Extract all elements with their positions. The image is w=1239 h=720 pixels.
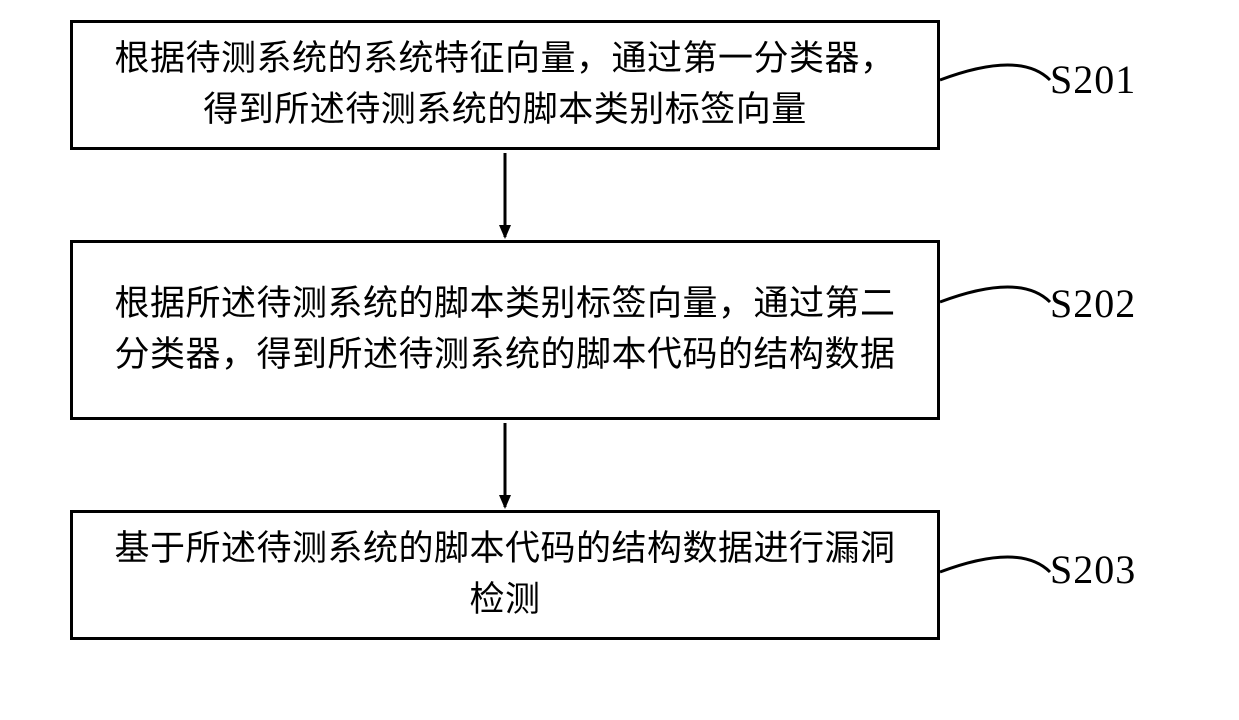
flow-node-s201: 根据待测系统的系统特征向量，通过第一分类器，得到所述待测系统的脚本类别标签向量 [70,20,940,150]
flow-node-s203: 基于所述待测系统的脚本代码的结构数据进行漏洞检测 [70,510,940,640]
connector-s203 [940,557,1050,572]
flow-node-s202: 根据所述待测系统的脚本类别标签向量，通过第二分类器，得到所述待测系统的脚本代码的… [70,240,940,420]
flow-label-s202: S202 [1050,280,1136,327]
flow-label-s201: S201 [1050,56,1136,103]
connector-s201 [940,65,1050,80]
flow-label-s203: S203 [1050,546,1136,593]
flow-node-s201-text: 根据待测系统的系统特征向量，通过第一分类器，得到所述待测系统的脚本类别标签向量 [101,34,909,136]
connector-s202 [940,287,1050,302]
flow-node-s203-text: 基于所述待测系统的脚本代码的结构数据进行漏洞检测 [101,524,909,626]
flow-node-s202-text: 根据所述待测系统的脚本类别标签向量，通过第二分类器，得到所述待测系统的脚本代码的… [101,279,909,381]
flowchart-canvas: 根据待测系统的系统特征向量，通过第一分类器，得到所述待测系统的脚本类别标签向量 … [0,0,1239,720]
